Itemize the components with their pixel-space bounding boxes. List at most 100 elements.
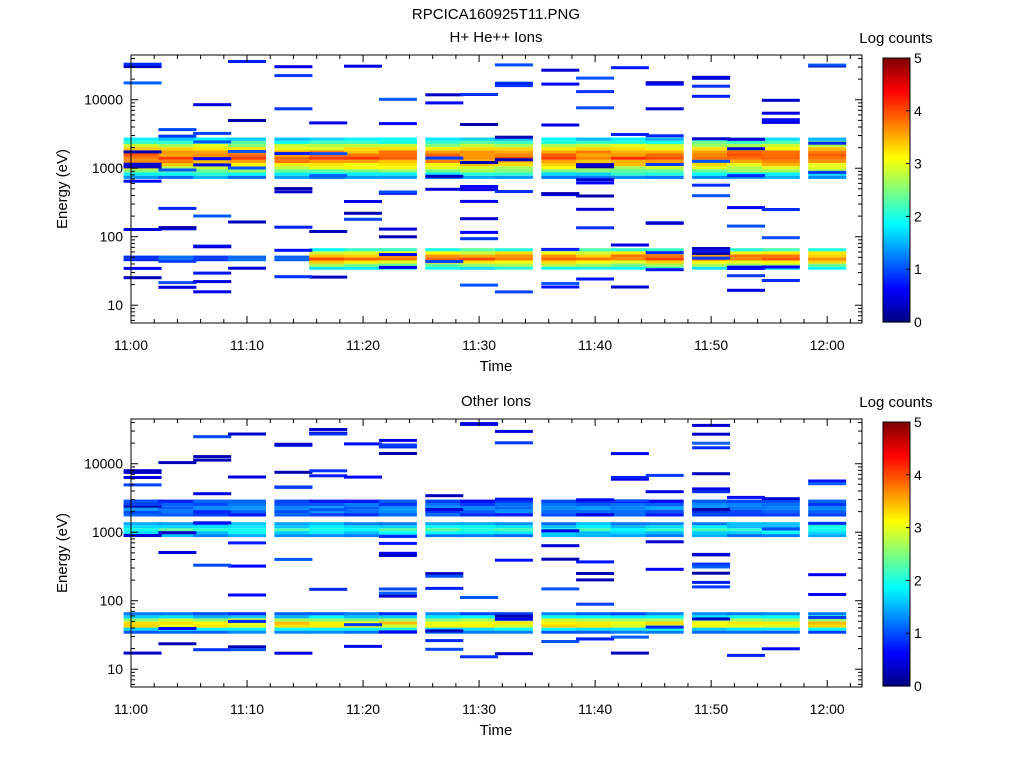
band-cell: [494, 143, 533, 148]
band-cell: [576, 522, 615, 526]
band-cell: [193, 627, 232, 631]
x-tick-label: 11:50: [694, 701, 728, 717]
band-cell: [274, 509, 313, 514]
colorbar-segment: [883, 428, 910, 432]
colorbar-segment: [883, 571, 910, 575]
band-cell: [274, 169, 313, 173]
colorbar-segment: [883, 319, 910, 323]
band-cell: [274, 624, 313, 628]
band-cell: [727, 612, 765, 616]
band-cell: [541, 163, 580, 167]
colorbar-segment: [883, 104, 910, 107]
colorbar-segment: [883, 510, 910, 513]
colorbar-segment: [883, 106, 910, 110]
noise-cell: [378, 122, 417, 126]
colorbar-segment: [883, 179, 910, 182]
band-cell: [761, 612, 800, 616]
band-cell: [727, 153, 765, 157]
band-cell: [761, 156, 800, 160]
band-cell: [610, 172, 649, 176]
noise-cell: [274, 152, 313, 156]
band-cell: [425, 502, 464, 507]
band-cell: [425, 513, 464, 517]
band-cell: [610, 169, 649, 173]
band-cell: [808, 534, 847, 538]
colorbar-segment: [883, 58, 910, 61]
colorbar-segment: [883, 677, 910, 680]
noise-cell: [344, 644, 382, 648]
colorbar-segment: [883, 267, 910, 270]
band-cell: [123, 153, 162, 157]
colorbar-tick-labels: 0 1 2 3 4 5: [914, 50, 922, 330]
noise-cell: [378, 445, 417, 449]
noise-cell: [158, 206, 197, 210]
band-cell: [576, 140, 615, 144]
band-cell: [193, 612, 232, 616]
colorbar-segment: [883, 527, 910, 531]
band-cell: [610, 153, 649, 157]
band-cell: [228, 630, 266, 634]
colorbar-segment: [883, 507, 910, 511]
colorbar-tick-label: 3: [914, 156, 922, 172]
band-cell: [193, 159, 232, 163]
band-cell: [610, 251, 649, 255]
band-cell: [541, 266, 580, 270]
band-cell: [425, 150, 464, 154]
x-tick-label: 11:20: [346, 337, 380, 353]
band-cell: [727, 143, 765, 148]
band-cell: [808, 257, 847, 261]
band-cell: [541, 621, 580, 625]
noise-cell: [123, 476, 162, 479]
band-cell: [193, 615, 232, 619]
noise-cell: [610, 243, 649, 247]
band-cell: [378, 248, 417, 252]
band-cell: [761, 153, 800, 157]
noise-cell: [425, 93, 464, 97]
band-cell: [344, 156, 382, 160]
band-cell: [378, 159, 417, 163]
band-cell: [808, 159, 847, 163]
colorbar-segment: [883, 260, 910, 264]
band-cell: [692, 621, 731, 625]
x-tick-label: 12:00: [810, 701, 845, 717]
noise-cell: [692, 94, 731, 98]
band-cell: [425, 251, 464, 255]
colorbar-segment: [883, 115, 910, 118]
noise-cell: [692, 75, 731, 79]
colorbar-segment: [883, 593, 910, 597]
band-cell: [378, 156, 417, 160]
noise-cell: [761, 118, 800, 122]
noise-cell: [309, 174, 348, 178]
band-cell: [228, 534, 266, 538]
band-cell: [425, 172, 464, 176]
band-cell: [692, 509, 731, 514]
band-cell: [610, 528, 649, 532]
band-cell: [425, 159, 464, 163]
colorbar-segment: [883, 229, 910, 233]
band-cell: [460, 260, 499, 264]
band-cell: [610, 525, 649, 529]
colorbar-segment: [883, 587, 910, 590]
colorbar-segment: [883, 110, 910, 114]
noise-cell: [460, 230, 499, 234]
band-cell: [692, 624, 731, 628]
band-cell: [727, 150, 765, 154]
noise-cell: [274, 651, 313, 655]
noise-cell: [425, 586, 464, 590]
noise-cell: [123, 266, 162, 270]
noise-cell: [761, 111, 800, 115]
noise-cell: [193, 521, 232, 525]
band-cell: [344, 522, 382, 526]
band-cell: [309, 263, 348, 267]
band-cell: [494, 522, 533, 526]
colorbar-segment: [883, 190, 910, 193]
band-cell: [576, 525, 615, 529]
colorbar-segment: [883, 642, 910, 645]
band-cell: [645, 137, 684, 141]
colorbar-segment: [883, 302, 910, 305]
band-cell: [193, 525, 232, 529]
band-cell: [193, 258, 232, 262]
band-cell: [645, 528, 684, 532]
band-cell: [541, 506, 580, 510]
colorbar-segment: [883, 492, 910, 496]
